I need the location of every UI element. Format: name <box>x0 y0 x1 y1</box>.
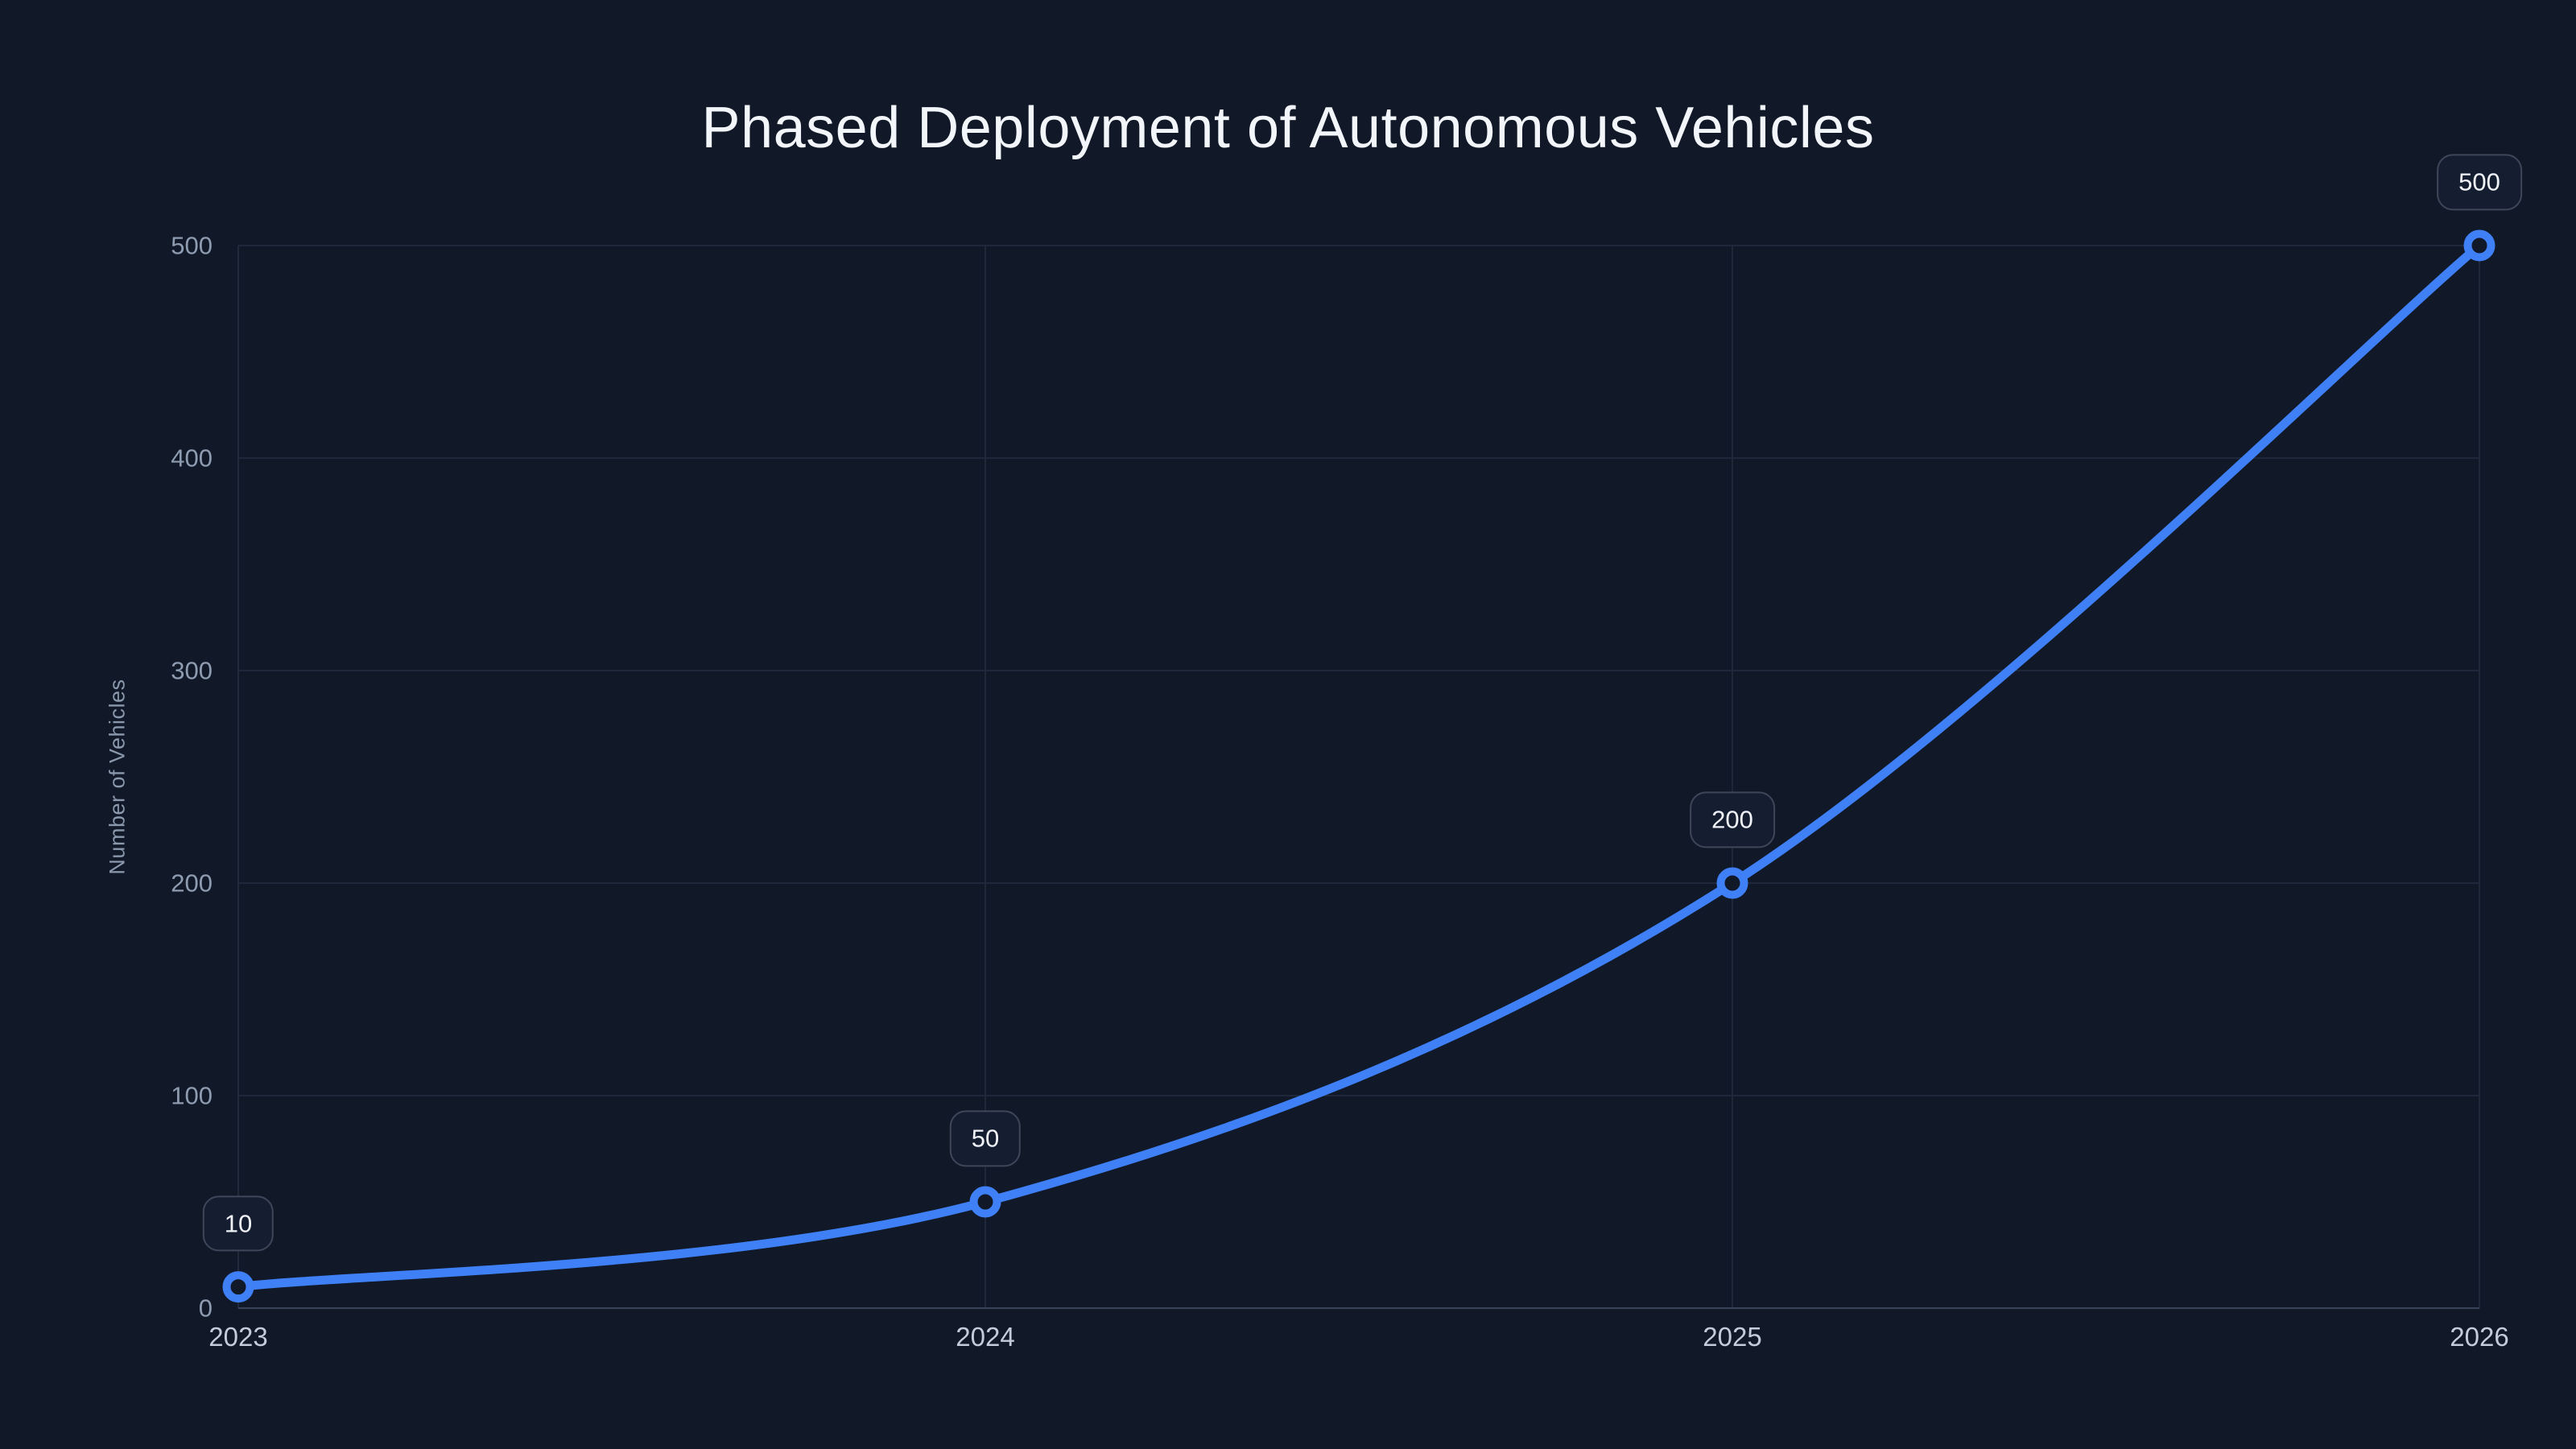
data-point-marker <box>2463 229 2496 262</box>
chart-title: Phased Deployment of Autonomous Vehicles <box>701 96 1875 160</box>
data-point-marker <box>969 1186 1001 1218</box>
data-point-marker <box>222 1271 254 1303</box>
series-line <box>233 241 2484 1292</box>
data-point-marker <box>1716 867 1748 899</box>
